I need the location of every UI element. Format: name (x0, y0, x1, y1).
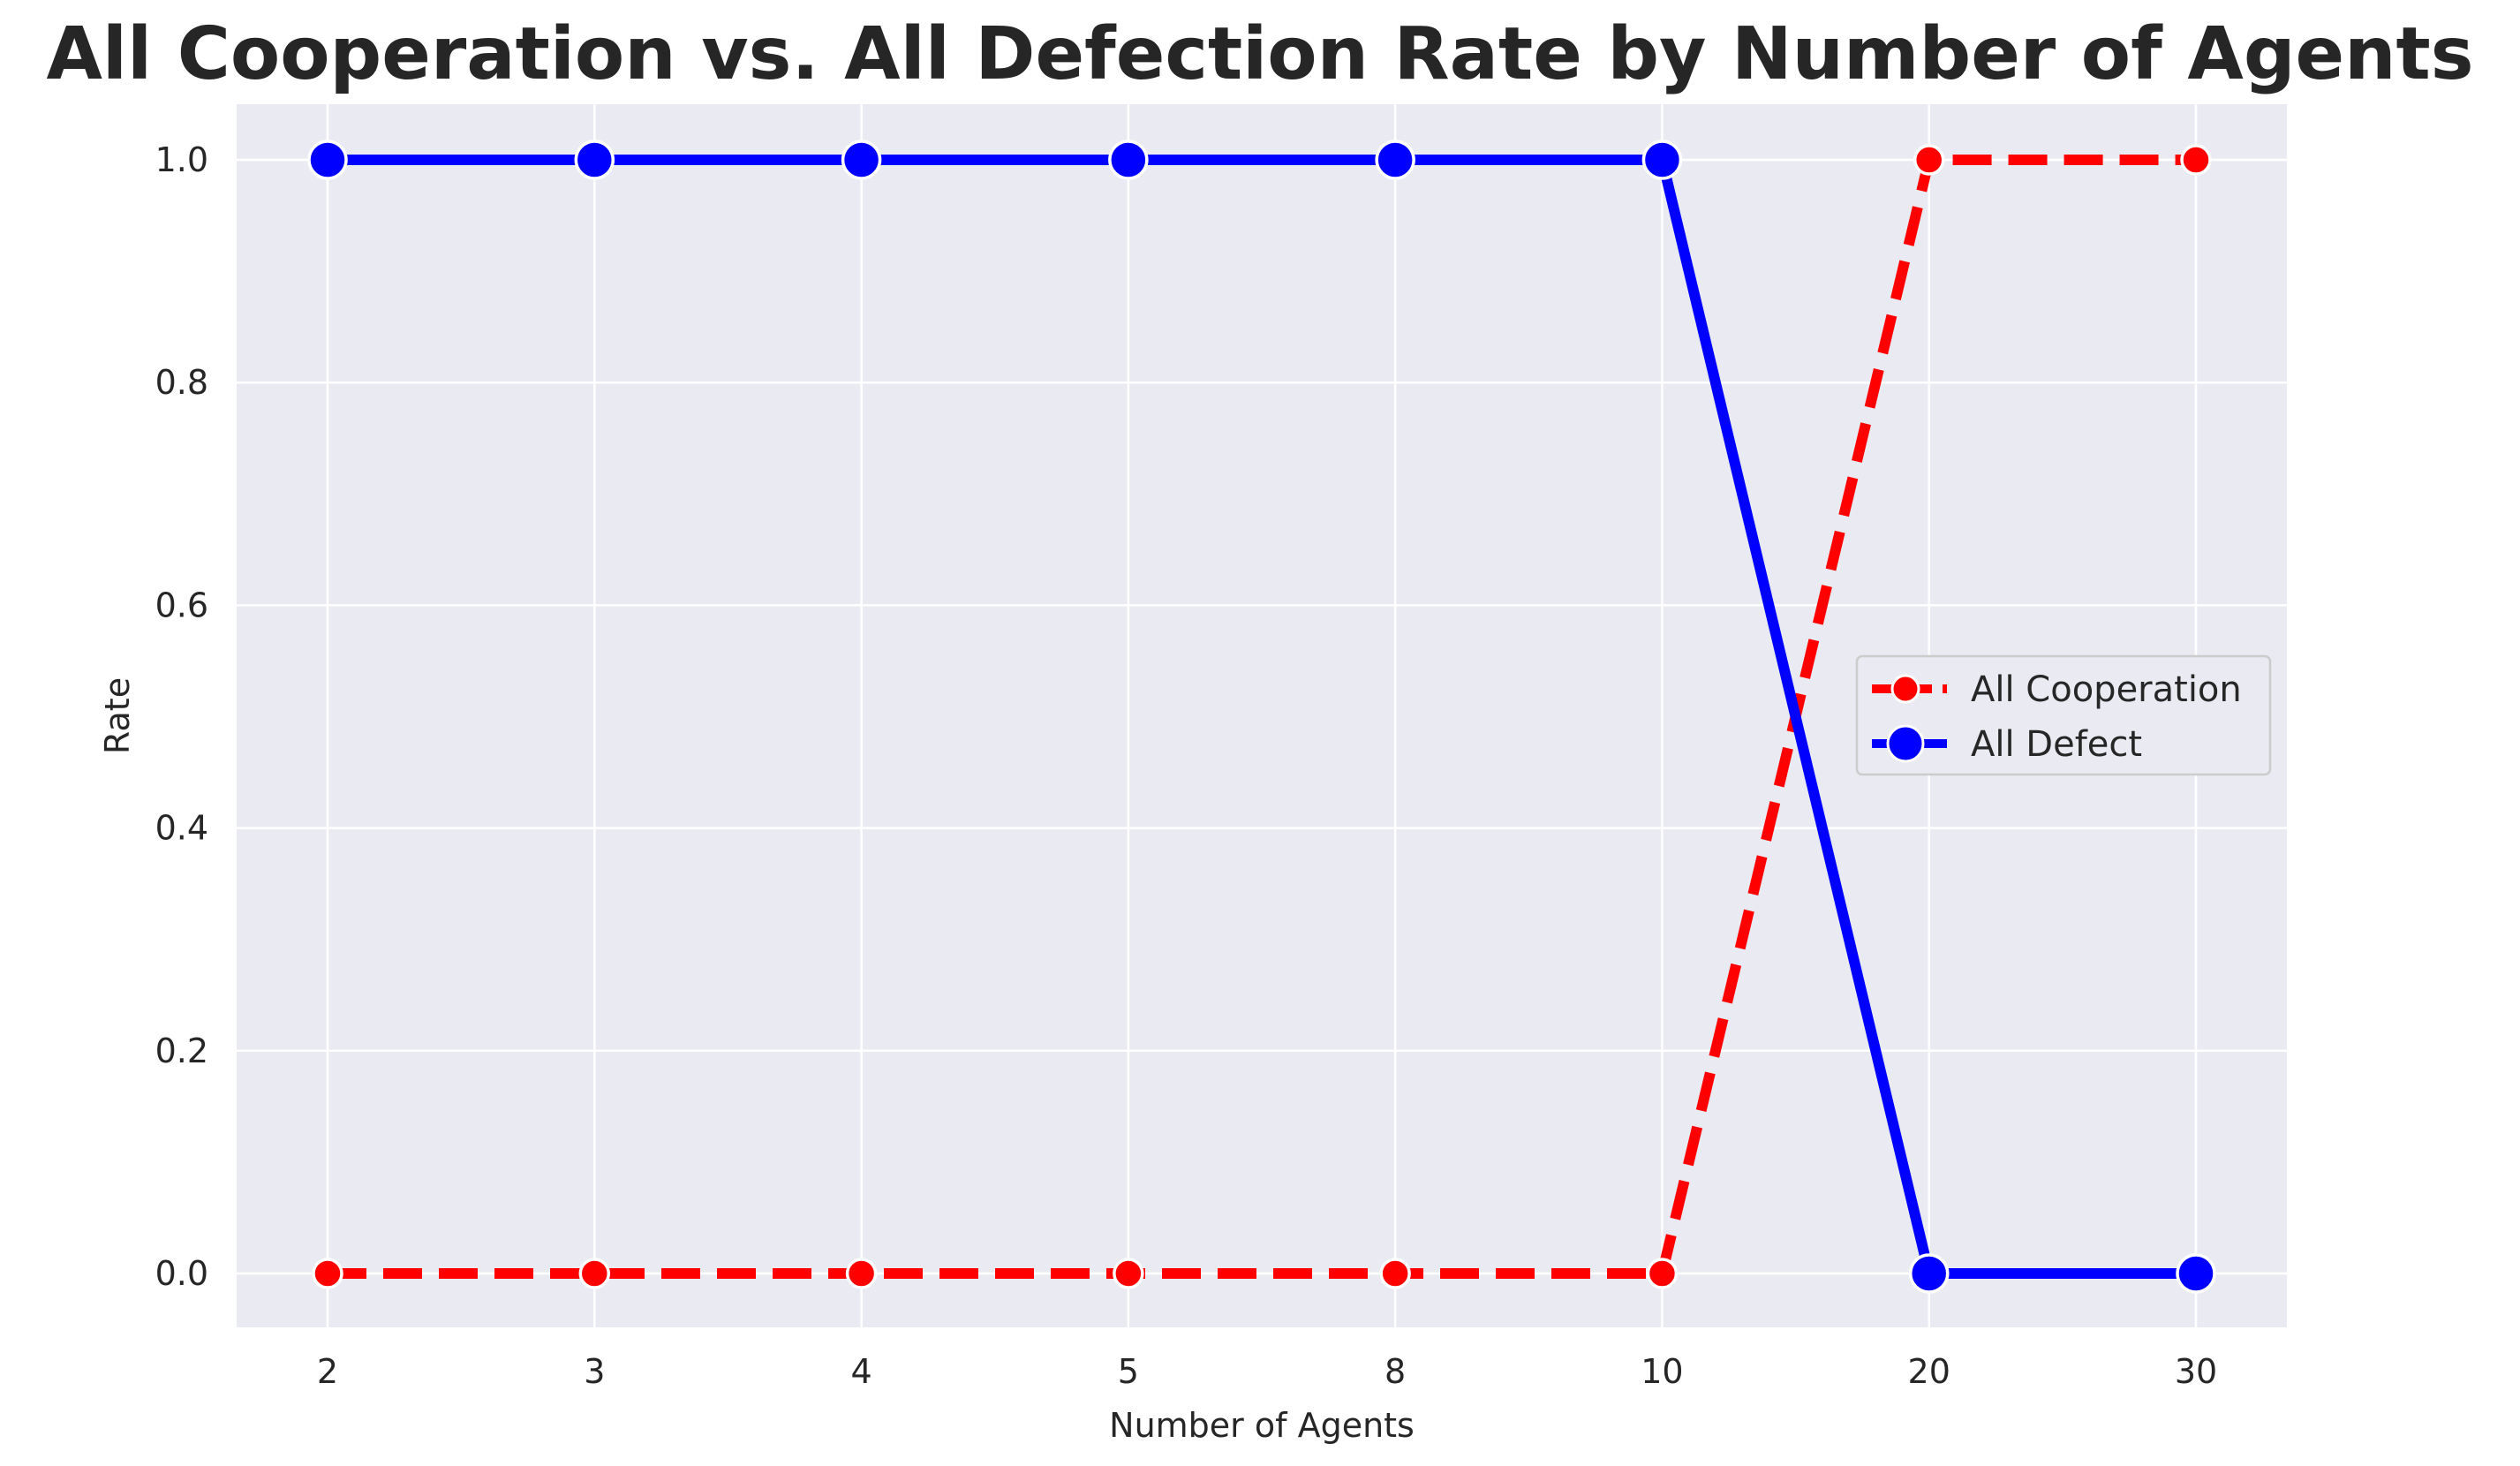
data-point (841, 140, 882, 180)
data-point (1113, 1258, 1144, 1289)
x-tick-label: 5 (1118, 1352, 1139, 1391)
y-tick-label: 0.6 (155, 586, 208, 624)
legend-marker (1890, 674, 1920, 704)
data-point (2176, 1253, 2216, 1294)
data-point (1646, 1258, 1679, 1289)
y-tick-label: 0.2 (155, 1031, 208, 1070)
data-point (2180, 144, 2212, 176)
x-tick-labels: 2 3 4 5 8 10 20 30 (317, 1352, 2217, 1391)
legend-marker (1886, 724, 1925, 763)
series-all-cooperation (312, 144, 2212, 1289)
legend-label: All Cooperation (1971, 669, 2242, 710)
data-point (1913, 144, 1945, 176)
data-point (574, 140, 615, 180)
y-tick-label: 0.4 (155, 809, 208, 848)
data-point (1375, 140, 1415, 180)
data-point (307, 140, 348, 180)
y-axis-label: Rate (98, 677, 137, 754)
y-tick-labels: 0.0 0.2 0.4 0.6 0.8 1.0 (155, 140, 208, 1293)
x-tick-label: 20 (1908, 1352, 1950, 1391)
x-tick-label: 2 (317, 1352, 338, 1391)
data-point (312, 1258, 343, 1289)
y-tick-label: 0.8 (155, 363, 208, 402)
x-tick-label: 4 (850, 1352, 871, 1391)
data-point (1108, 140, 1149, 180)
series-layer (307, 140, 2216, 1294)
legend-label: All Defect (1971, 724, 2142, 765)
y-tick-label: 0.0 (155, 1254, 208, 1293)
y-tick-label: 1.0 (155, 140, 208, 179)
x-tick-label: 30 (2175, 1352, 2217, 1391)
data-point (1908, 1253, 1950, 1294)
chart-title: All Cooperation vs. All Defection Rate b… (46, 12, 2474, 96)
series-all-defect (307, 140, 2216, 1294)
data-point (845, 1258, 878, 1289)
data-point (578, 1258, 611, 1289)
x-tick-label: 10 (1641, 1352, 1683, 1391)
data-point (1641, 140, 1683, 180)
legend-box (1855, 654, 2272, 776)
x-axis-label: Number of Agents (1109, 1406, 1415, 1445)
series-line (328, 155, 2196, 1279)
data-point (1379, 1258, 1411, 1289)
series-line (328, 155, 2196, 1279)
x-tick-label: 8 (1384, 1352, 1406, 1391)
legend: All Cooperation All Defect (1855, 654, 2272, 776)
x-tick-label: 3 (584, 1352, 605, 1391)
